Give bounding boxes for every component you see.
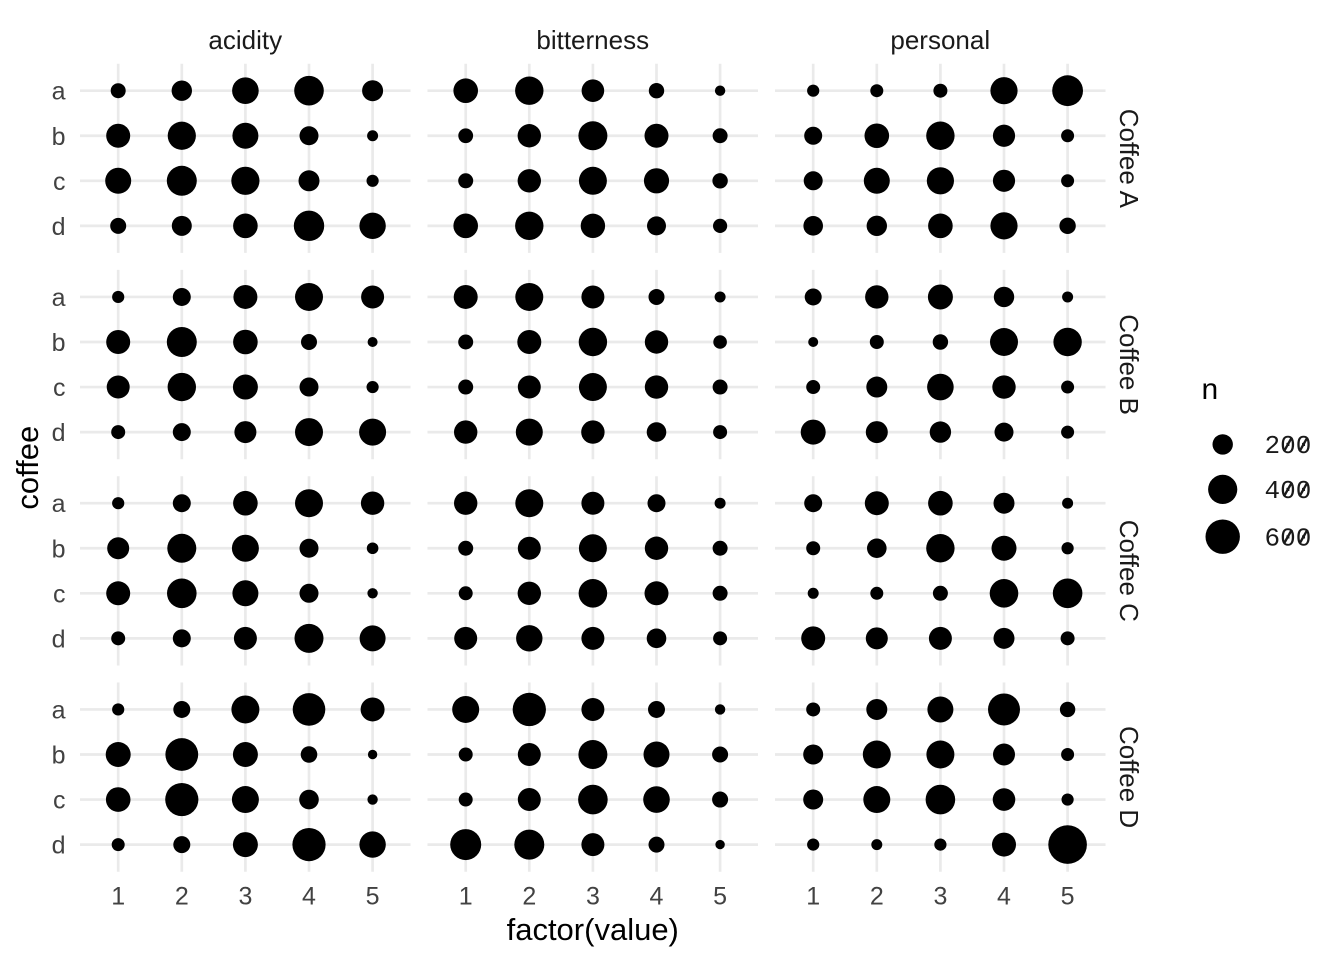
svg-text:factor(value): factor(value) bbox=[507, 912, 679, 947]
svg-text:5: 5 bbox=[713, 883, 727, 911]
svg-text:4: 4 bbox=[997, 883, 1011, 911]
svg-text:1: 1 bbox=[459, 883, 473, 911]
svg-text:bitterness: bitterness bbox=[536, 25, 649, 55]
svg-text:a: a bbox=[52, 78, 66, 106]
svg-text:3: 3 bbox=[238, 883, 252, 911]
svg-text:2: 2 bbox=[870, 883, 884, 911]
svg-text:d: d bbox=[52, 625, 66, 653]
svg-text:n: n bbox=[1202, 373, 1219, 406]
svg-text:c: c bbox=[53, 374, 66, 402]
svg-text:5: 5 bbox=[1061, 883, 1075, 911]
svg-text:Coffee D: Coffee D bbox=[1114, 726, 1144, 828]
svg-text:5: 5 bbox=[366, 883, 380, 911]
svg-text:acidity: acidity bbox=[208, 25, 282, 55]
svg-text:c: c bbox=[53, 168, 66, 196]
svg-text:a: a bbox=[52, 696, 66, 724]
svg-text:c: c bbox=[53, 580, 66, 608]
svg-text:b: b bbox=[52, 123, 66, 151]
svg-text:coffee: coffee bbox=[10, 426, 45, 510]
svg-text:4: 4 bbox=[302, 883, 316, 911]
svg-text:a: a bbox=[52, 284, 66, 312]
svg-text:c: c bbox=[53, 787, 66, 815]
svg-text:b: b bbox=[52, 742, 66, 770]
svg-text:d: d bbox=[52, 832, 66, 860]
svg-text:2: 2 bbox=[175, 883, 189, 911]
svg-text:4: 4 bbox=[650, 883, 664, 911]
svg-text:personal: personal bbox=[890, 25, 990, 55]
svg-text:d: d bbox=[52, 419, 66, 447]
svg-text:2: 2 bbox=[522, 883, 536, 911]
svg-text:Coffee B: Coffee B bbox=[1114, 314, 1144, 415]
svg-text:b: b bbox=[52, 535, 66, 563]
svg-text:b: b bbox=[52, 329, 66, 357]
svg-text:a: a bbox=[52, 490, 66, 518]
svg-text:3: 3 bbox=[586, 883, 600, 911]
svg-text:Coffee A: Coffee A bbox=[1114, 109, 1144, 209]
svg-text:d: d bbox=[52, 213, 66, 241]
svg-text:Coffee C: Coffee C bbox=[1114, 520, 1144, 622]
svg-text:1: 1 bbox=[806, 883, 820, 911]
svg-text:3: 3 bbox=[933, 883, 947, 911]
svg-text:1: 1 bbox=[111, 883, 125, 911]
